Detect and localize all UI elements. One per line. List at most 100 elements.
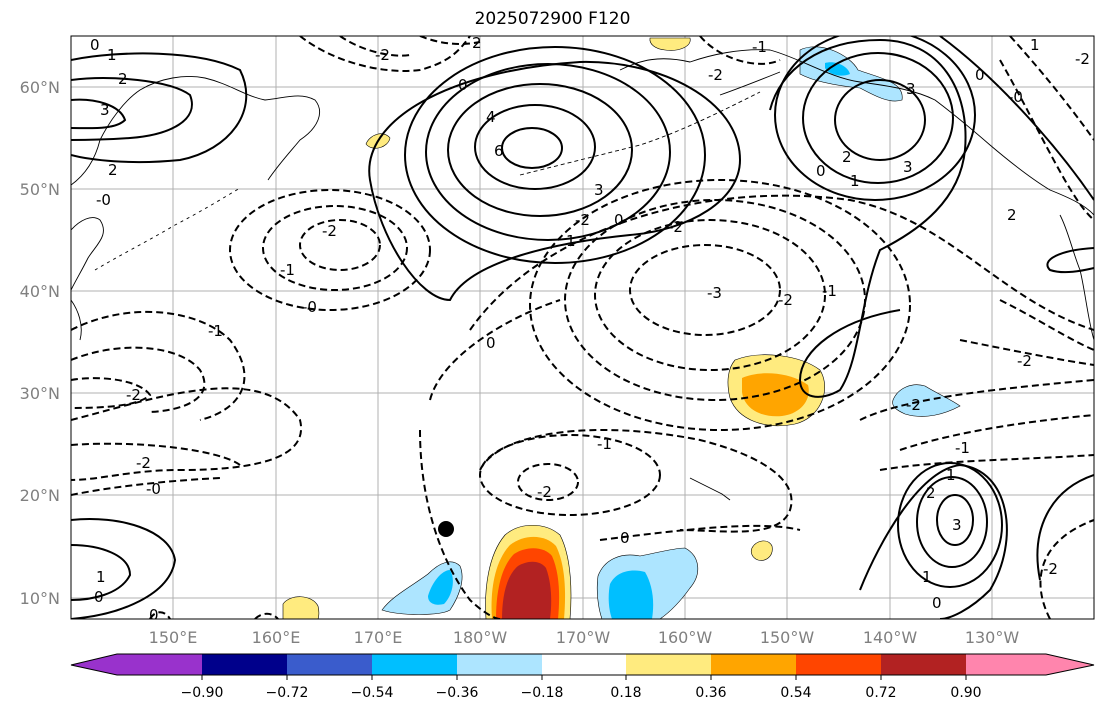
map-frame — [70, 35, 1095, 620]
lat-tick-label: 40°N — [20, 282, 60, 301]
colorbar-swatch — [711, 654, 796, 675]
contour-label: -1 — [597, 435, 612, 453]
contour-label: 1 — [922, 568, 932, 586]
colorbar-label: 0.90 — [950, 685, 981, 701]
shade-yellow-15n — [750, 540, 773, 561]
contour-label: -1 — [752, 38, 767, 56]
contour-label: 2 — [842, 148, 852, 166]
lon-tick-label: 150°E — [149, 628, 198, 647]
contour-label: -2 — [375, 46, 390, 64]
lat-tick-label: 60°N — [20, 78, 60, 97]
contour-label: 0 — [620, 529, 630, 547]
coast-alaska-pen — [719, 71, 781, 96]
contour-label: -0 — [302, 298, 317, 316]
contour-label: 1 — [566, 232, 576, 250]
contour-label: 0 — [816, 162, 826, 180]
colorbar-label: −0.18 — [521, 685, 564, 701]
coast-hawaii — [689, 477, 731, 501]
contour-label: 3 — [952, 516, 962, 534]
contour-label: 1 — [850, 172, 860, 190]
colorbar-swatch — [796, 654, 881, 675]
contour-label: 1 — [96, 568, 106, 586]
contour-label: -0 — [96, 191, 111, 209]
contour-label: -1 — [280, 261, 295, 279]
coast-alaska — [619, 49, 1094, 216]
contour-label: 2 — [926, 484, 936, 502]
lon-tick-label: 160°W — [658, 628, 713, 647]
colorbar: −0.90 −0.72 −0.54 −0.36 −0.18 0.18 0.36 … — [70, 653, 1095, 701]
lat-tick-label: 10°N — [20, 589, 60, 608]
colorbar-swatch — [202, 654, 287, 675]
chart-title: 2025072900 F120 — [474, 9, 631, 29]
colorbar-label: −0.72 — [266, 685, 309, 701]
colorbar-extend-low — [71, 654, 117, 675]
coast-aleutians — [519, 91, 761, 176]
colorbar-label: −0.54 — [351, 685, 394, 701]
contour-label: -3 — [707, 284, 722, 302]
colorbar-swatch — [372, 654, 457, 675]
shade-yellow-bottom — [282, 596, 320, 619]
lat-tick-label: 30°N — [20, 384, 60, 403]
shade-deepsky-alaska — [825, 62, 850, 76]
colorbar-swatch — [117, 654, 202, 675]
coast-kamchatka — [71, 76, 320, 186]
contour-label: -2 — [322, 222, 337, 240]
lon-tick-label: 170°W — [556, 628, 611, 647]
colorbar-label: −0.36 — [436, 685, 479, 701]
contour-label: 2 — [108, 161, 118, 179]
shade-deepsky-165w — [608, 570, 654, 619]
contour-labels: 0 1 2 3 -2 2 -0 0 4 6 3 -2 0 1 -2 -1 -3 … — [90, 36, 1090, 624]
contour-label: 2 — [1007, 206, 1017, 224]
contour-label: -2 — [668, 218, 683, 236]
map-panel: 0 1 2 3 -2 2 -0 0 4 6 3 -2 0 1 -2 -1 -3 … — [71, 36, 1094, 624]
contour-label: 6 — [494, 142, 504, 160]
contour-label: 0 — [975, 66, 985, 84]
lon-tick-label: 180°W — [453, 628, 508, 647]
shade-firebrick-175w — [502, 561, 552, 619]
contour-label: 1 — [946, 466, 956, 484]
contour-label: -2 — [778, 291, 793, 309]
contour-label: -1 — [955, 439, 970, 457]
contour-label: -0 — [1008, 88, 1023, 106]
contour-label: 1 — [107, 46, 117, 64]
shade-orange-30n — [742, 373, 809, 417]
contour-label: 3 — [903, 158, 913, 176]
contour-label: 2 — [118, 70, 128, 88]
contour-label: -2 — [126, 386, 141, 404]
contour-label: -2 — [906, 396, 921, 414]
shade-deepsky-180 — [428, 570, 453, 605]
colorbar-swatch — [966, 654, 1046, 675]
contour-label: -2 — [575, 211, 590, 229]
contour-label: 0 — [94, 588, 104, 606]
contour-label: 0 — [149, 606, 159, 624]
lat-tick-label: 50°N — [20, 180, 60, 199]
contour-label: 3 — [100, 101, 110, 119]
colorbar-swatch — [542, 654, 626, 675]
contour-label: -2 — [537, 483, 552, 501]
contour-label: 0 — [90, 36, 100, 54]
positive-contours — [71, 36, 1094, 619]
latitude-tick-labels: 60°N 50°N 40°N 30°N 20°N 10°N — [20, 78, 60, 608]
colorbar-extend-high — [1046, 654, 1094, 675]
colorbar-outline — [70, 653, 1095, 676]
contour-label: -2 — [1017, 352, 1032, 370]
contour-label: 4 — [486, 108, 496, 126]
contour-label: -1 — [822, 282, 837, 300]
gridlines — [71, 36, 1094, 619]
coast-kuril — [94, 187, 241, 271]
colorbar-swatch — [457, 654, 542, 675]
coast-bc — [1059, 214, 1094, 341]
contour-label: 0 — [932, 594, 942, 612]
longitude-tick-labels: 150°E 160°E 170°E 180°W 170°W 160°W 150°… — [149, 628, 1020, 647]
lon-tick-label: 140°W — [863, 628, 918, 647]
contour-label: 0 — [458, 76, 468, 94]
negative-contours — [71, 36, 1094, 619]
lon-tick-label: 150°W — [760, 628, 815, 647]
colorbar-label: 0.72 — [865, 685, 896, 701]
colorbar-label: −0.90 — [181, 685, 224, 701]
contour-label: -2 — [1075, 50, 1090, 68]
location-marker — [438, 521, 454, 537]
coastlines — [71, 49, 1094, 501]
colorbar-swatch — [626, 654, 711, 675]
